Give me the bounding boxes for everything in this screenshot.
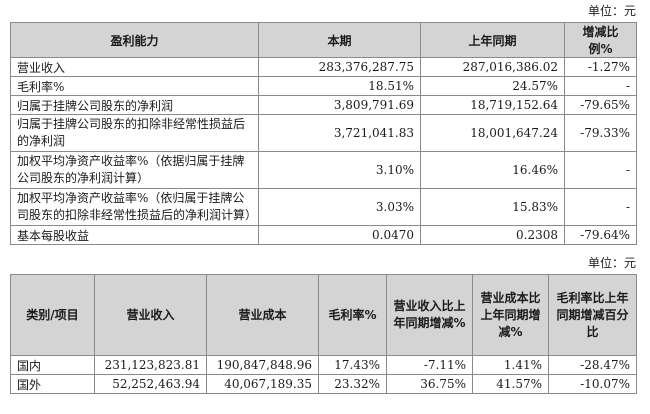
row-label: 归属于挂牌公司股东的净利润 bbox=[11, 96, 259, 115]
table-cell: 0.0470 bbox=[259, 226, 421, 245]
table-cell: 41.57% bbox=[473, 375, 549, 394]
table-row: 加权平均净资产收益率%（依据归属于挂牌公司股东的净利润计算） 3.10% 16.… bbox=[11, 152, 637, 189]
column-header: 类别/项目 bbox=[11, 275, 95, 356]
table-cell: -79.65% bbox=[565, 96, 637, 115]
row-label: 国内 bbox=[11, 356, 95, 375]
profitability-table: 盈利能力 本期 上年同期 增减比例% 营业收入 283,376,287.75 2… bbox=[10, 22, 637, 245]
revenue-by-region-table: 类别/项目 营业收入 营业成本 毛利率% 营业收入比上年同期增减% 营业成本比上… bbox=[10, 274, 637, 394]
table-row: 毛利率% 18.51% 24.57% - bbox=[11, 77, 637, 96]
table-cell: -79.64% bbox=[565, 226, 637, 245]
column-header: 上年同期 bbox=[421, 23, 565, 58]
table-cell: 23.32% bbox=[319, 375, 387, 394]
row-label: 加权平均净资产收益率%（依据归属于挂牌公司股东的净利润计算） bbox=[11, 152, 259, 189]
table-cell: 3.10% bbox=[259, 152, 421, 189]
row-label: 营业收入 bbox=[11, 58, 259, 77]
table-row: 归属于挂牌公司股东的净利润 3,809,791.69 18,719,152.64… bbox=[11, 96, 637, 115]
table-cell: 18,001,647.24 bbox=[421, 115, 565, 152]
row-label: 国外 bbox=[11, 375, 95, 394]
table-row: 基本每股收益 0.0470 0.2308 -79.64% bbox=[11, 226, 637, 245]
column-header: 营业收入比上年同期增减% bbox=[387, 275, 473, 356]
column-header: 营业收入 bbox=[95, 275, 207, 356]
table-cell: 3,721,041.83 bbox=[259, 115, 421, 152]
unit-label: 单位：元 bbox=[588, 2, 636, 19]
table-cell: 40,067,189.35 bbox=[207, 375, 319, 394]
column-header: 本期 bbox=[259, 23, 421, 58]
row-label: 毛利率% bbox=[11, 77, 259, 96]
table-cell: 36.75% bbox=[387, 375, 473, 394]
table-cell: 18.51% bbox=[259, 77, 421, 96]
row-label: 归属于挂牌公司股东的扣除非经常性损益后的净利润 bbox=[11, 115, 259, 152]
table-cell: 231,123,823.81 bbox=[95, 356, 207, 375]
table-cell: 283,376,287.75 bbox=[259, 58, 421, 77]
column-header: 营业成本比上年同期增减% bbox=[473, 275, 549, 356]
column-header: 盈利能力 bbox=[11, 23, 259, 58]
table-row: 国内 231,123,823.81 190,847,848.96 17.43% … bbox=[11, 356, 637, 375]
table-header-row: 盈利能力 本期 上年同期 增减比例% bbox=[11, 23, 637, 58]
table-cell: 3.03% bbox=[259, 189, 421, 226]
table-header-row: 类别/项目 营业收入 营业成本 毛利率% 营业收入比上年同期增减% 营业成本比上… bbox=[11, 275, 637, 356]
table-cell: 17.43% bbox=[319, 356, 387, 375]
table-cell: 3,809,791.69 bbox=[259, 96, 421, 115]
table-cell: - bbox=[565, 189, 637, 226]
table-cell: -79.33% bbox=[565, 115, 637, 152]
table-cell: 16.46% bbox=[421, 152, 565, 189]
table-cell: 52,252,463.94 bbox=[95, 375, 207, 394]
table-cell: 0.2308 bbox=[421, 226, 565, 245]
column-header: 毛利率% bbox=[319, 275, 387, 356]
table-cell: 15.83% bbox=[421, 189, 565, 226]
table-cell: 287,016,386.02 bbox=[421, 58, 565, 77]
table-row: 归属于挂牌公司股东的扣除非经常性损益后的净利润 3,721,041.83 18,… bbox=[11, 115, 637, 152]
table-cell: 18,719,152.64 bbox=[421, 96, 565, 115]
unit-label: 单位：元 bbox=[588, 254, 636, 271]
table-cell: -7.11% bbox=[387, 356, 473, 375]
table-cell: -28.47% bbox=[549, 356, 637, 375]
table-cell: 190,847,848.96 bbox=[207, 356, 319, 375]
table-row: 营业收入 283,376,287.75 287,016,386.02 -1.27… bbox=[11, 58, 637, 77]
table-row: 加权平均净资产收益率%（依归属于挂牌公司股东的扣除非经常性损益后的净利润计算） … bbox=[11, 189, 637, 226]
table-cell: 24.57% bbox=[421, 77, 565, 96]
row-label: 基本每股收益 bbox=[11, 226, 259, 245]
row-label: 加权平均净资产收益率%（依归属于挂牌公司股东的扣除非经常性损益后的净利润计算） bbox=[11, 189, 259, 226]
table-row: 国外 52,252,463.94 40,067,189.35 23.32% 36… bbox=[11, 375, 637, 394]
table-cell: 1.41% bbox=[473, 356, 549, 375]
table-cell: - bbox=[565, 152, 637, 189]
column-header: 营业成本 bbox=[207, 275, 319, 356]
table-cell: - bbox=[565, 77, 637, 96]
table-cell: -10.07% bbox=[549, 375, 637, 394]
table-cell: -1.27% bbox=[565, 58, 637, 77]
column-header: 毛利率比上年同期增减百分比 bbox=[549, 275, 637, 356]
column-header: 增减比例% bbox=[565, 23, 637, 58]
